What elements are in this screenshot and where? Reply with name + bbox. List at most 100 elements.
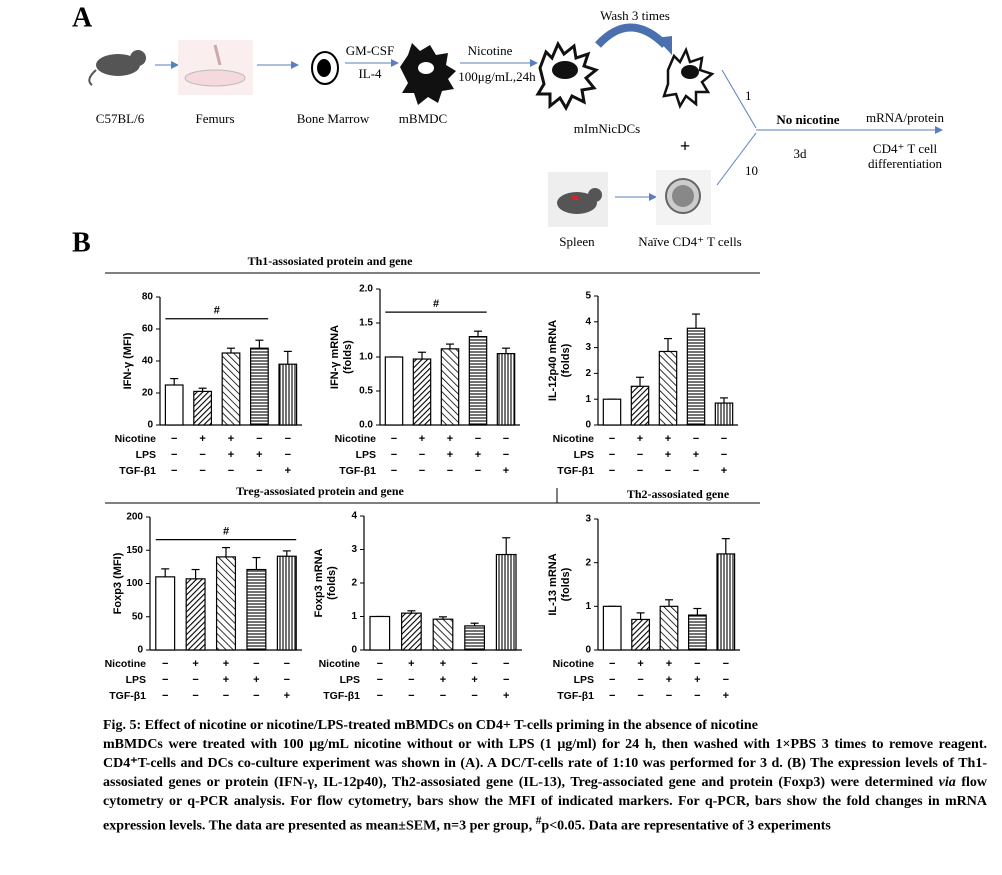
label: No nicotine	[776, 112, 839, 127]
y-axis-label: (folds)	[560, 567, 572, 601]
panel-label: B	[72, 227, 91, 258]
treatment-mark: +	[665, 433, 671, 445]
bar	[658, 350, 678, 426]
treatment-mark: +	[192, 658, 198, 670]
treatment-mark: −	[256, 465, 262, 477]
treatment-mark: −	[440, 690, 446, 702]
label: mImNicDCs	[574, 121, 640, 136]
y-axis-label: Foxp3 mRNA	[313, 548, 325, 617]
caption-text: p<0.05. Data are representative of 3 exp…	[541, 818, 831, 834]
bar	[659, 605, 679, 651]
bar	[246, 568, 267, 651]
treatment-mark: −	[377, 674, 383, 686]
y-tick-label: 4	[351, 511, 357, 522]
y-axis-label: (folds)	[560, 343, 572, 377]
schematic: A C57BL/6 Femurs Bone Marrow GM-CSF IL-4…	[72, 2, 944, 249]
treatment-mark: +	[447, 449, 453, 461]
caption-text: via	[938, 775, 956, 790]
treatment-mark: +	[228, 449, 234, 461]
caption: Fig. 5: Effect of nicotine or nicotine/L…	[103, 716, 987, 836]
tcell-nucleus	[672, 185, 694, 207]
treatment-mark: −	[609, 465, 615, 477]
wash-arrow	[595, 23, 668, 48]
mouse-icon	[130, 50, 146, 66]
treatment-mark: +	[721, 465, 727, 477]
y-tick-label: 0	[585, 420, 591, 431]
bar	[631, 618, 651, 651]
treatment-mark: +	[666, 674, 672, 686]
treatment-name: LPS	[356, 449, 376, 461]
label: CD4⁺ T cell	[873, 141, 938, 156]
mouse-tail	[88, 69, 97, 86]
bar	[221, 352, 241, 426]
wash-arrow-head	[656, 36, 672, 55]
bar	[164, 384, 184, 426]
treatment-mark: −	[503, 658, 509, 670]
y-tick-label: 5	[585, 291, 591, 302]
treatment-mark: +	[503, 690, 509, 702]
treatment-mark: −	[284, 658, 290, 670]
treatment-name: LPS	[574, 674, 594, 686]
y-tick-label: 3	[585, 342, 591, 353]
treatment-mark: +	[408, 658, 414, 670]
treatment-mark: −	[666, 690, 672, 702]
syringe-icon	[213, 44, 222, 66]
treatment-mark: −	[284, 674, 290, 686]
treatment-mark: +	[256, 449, 262, 461]
treatment-mark: −	[637, 690, 643, 702]
treatment-mark: −	[192, 674, 198, 686]
dc-icon	[535, 40, 600, 112]
treatment-mark: −	[171, 449, 177, 461]
treatment-name: LPS	[136, 449, 156, 461]
label: mBMDC	[399, 111, 447, 126]
treatment-mark: −	[609, 674, 615, 686]
label: Bone Marrow	[297, 111, 370, 126]
treatment-mark: −	[694, 690, 700, 702]
y-tick-label: 60	[142, 324, 154, 335]
y-tick-label: 200	[126, 512, 143, 523]
bar	[714, 402, 734, 426]
label: Wash 3 times	[600, 8, 670, 23]
treatment-mark: −	[609, 449, 615, 461]
treatment-name: TGF-β1	[109, 690, 146, 702]
treatment-mark: −	[637, 674, 643, 686]
caption-text: #	[535, 814, 542, 827]
bar	[412, 358, 432, 426]
treatment-name: LPS	[126, 674, 146, 686]
treatment-mark: −	[285, 433, 291, 445]
bar	[215, 556, 237, 651]
section-title: Th1-assosiated protein and gene	[248, 254, 413, 268]
treatment-mark: −	[609, 690, 615, 702]
treatment-name: Nicotine	[115, 433, 157, 445]
treatment-mark: −	[253, 690, 259, 702]
bar	[602, 398, 622, 426]
y-tick-label: 0	[585, 645, 591, 656]
treatment-mark: −	[721, 449, 727, 461]
y-tick-label: 0	[147, 420, 153, 431]
section-title: Treg-assosiated protein and gene	[236, 484, 404, 498]
y-tick-label: 1	[585, 601, 591, 612]
y-tick-label: 1	[351, 611, 357, 622]
treatment-name: TGF-β1	[119, 465, 156, 477]
y-tick-label: 1.5	[359, 318, 373, 329]
figure: A C57BL/6 Femurs Bone Marrow GM-CSF IL-4…	[72, 2, 944, 702]
treatment-name: LPS	[574, 449, 594, 461]
caption-title: Fig. 5: Effect of nicotine or nicotine/L…	[103, 718, 758, 733]
bar	[193, 390, 213, 426]
bar	[369, 615, 391, 651]
treatment-mark: +	[694, 674, 700, 686]
treatment-mark: −	[223, 690, 229, 702]
treatment-mark: +	[440, 658, 446, 670]
y-tick-label: 50	[132, 611, 144, 622]
y-tick-label: 150	[126, 545, 143, 556]
treatment-mark: −	[609, 433, 615, 445]
bar	[495, 553, 517, 651]
treatment-mark: −	[723, 674, 729, 686]
treatment-mark: +	[693, 449, 699, 461]
treatment-mark: −	[723, 658, 729, 670]
significance-label: #	[433, 298, 439, 310]
label: 10	[745, 163, 758, 178]
mouse-icon	[588, 188, 602, 202]
bar	[384, 356, 404, 426]
